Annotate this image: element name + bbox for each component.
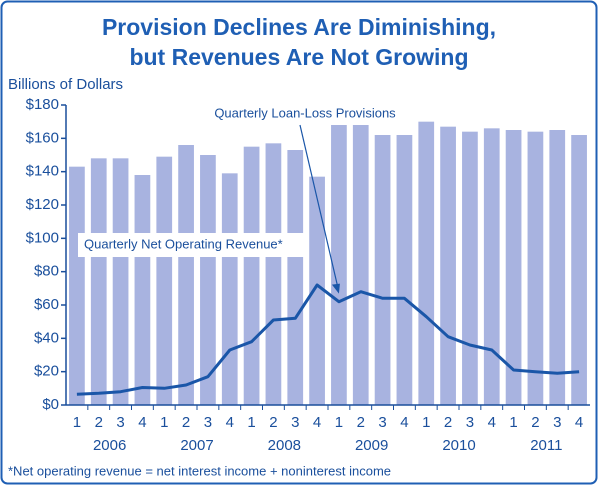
bar [505, 130, 522, 405]
bar [571, 135, 587, 405]
x-tick-label: 4 [313, 414, 321, 431]
line [76, 283, 580, 396]
bar [221, 173, 238, 405]
y-tick-label: $80 [34, 263, 59, 280]
y-tick-label: $100 [26, 229, 59, 246]
x-tick-label: 2 [357, 414, 365, 431]
bar [243, 146, 260, 405]
x-tick-label: 2 [444, 414, 452, 431]
year-label: 2008 [268, 437, 301, 454]
y-tick-label: $160 [26, 129, 59, 146]
x-tick-label: 1 [422, 414, 430, 431]
bar [265, 143, 282, 406]
bar [287, 150, 304, 405]
x-tick-label: 1 [160, 414, 168, 431]
chart-title: but Revenues Are Not Growing [129, 44, 468, 70]
x-tick-label: 4 [226, 414, 234, 431]
year-label: 2007 [180, 437, 213, 454]
bar [69, 166, 85, 405]
year-label: 2010 [442, 437, 475, 454]
y-tick-label: $20 [34, 363, 59, 380]
bar [396, 135, 413, 405]
y-tick-label: $180 [26, 96, 59, 113]
x-tick-label: 3 [116, 414, 124, 431]
arrow-head [331, 283, 340, 294]
y-tick-label: $120 [26, 196, 59, 213]
x-tick-label: 1 [73, 414, 81, 431]
series-label: Quarterly Loan-Loss Provisions [214, 105, 396, 120]
x-tick-label: 3 [553, 414, 561, 431]
x-tick-label: 4 [138, 414, 146, 431]
x-tick-label: 2 [269, 414, 277, 431]
arrow-line [299, 124, 339, 288]
bar [156, 156, 173, 405]
year-label: 2011 [530, 437, 562, 454]
y-axis-label: Billions of Dollars [8, 76, 123, 93]
x-tick-label: 4 [575, 414, 583, 431]
year-label: 2006 [93, 437, 126, 454]
x-tick-label: 3 [466, 414, 474, 431]
x-tick-label: 3 [204, 414, 212, 431]
bar [200, 155, 216, 405]
x-tick-label: 3 [291, 414, 299, 431]
bar [483, 128, 500, 406]
bar [90, 158, 107, 405]
bar [374, 135, 391, 405]
y-tick-label: $60 [34, 296, 59, 313]
x-tick-label: 1 [509, 414, 517, 431]
bar [549, 130, 566, 405]
bar [134, 175, 151, 405]
annotation-box [78, 233, 306, 257]
bar [352, 125, 369, 405]
y-tick-label: $40 [34, 329, 59, 346]
x-tick-label: 1 [247, 414, 255, 431]
bar [527, 131, 544, 405]
annotation-box [200, 104, 410, 124]
bar [462, 131, 478, 405]
y-tick-label: $0 [42, 396, 59, 413]
x-tick-label: 3 [378, 414, 386, 431]
bar [418, 121, 435, 406]
x-tick-label: 4 [400, 414, 408, 431]
footnote: *Net operating revenue = net interest in… [8, 463, 391, 478]
x-tick-label: 1 [335, 414, 343, 431]
x-tick-label: 2 [531, 414, 539, 431]
x-tick-label: 2 [95, 414, 103, 431]
x-tick-label: 2 [182, 414, 190, 431]
series-label: Quarterly Net Operating Revenue* [84, 236, 283, 251]
bar [440, 126, 456, 406]
bar [309, 176, 325, 405]
bar [331, 125, 347, 405]
bar [112, 158, 129, 405]
year-label: 2009 [355, 437, 388, 454]
chart-title: Provision Declines Are Diminishing, [102, 14, 496, 40]
x-tick-label: 4 [488, 414, 496, 431]
bar [178, 145, 194, 405]
y-tick-label: $140 [26, 163, 59, 180]
